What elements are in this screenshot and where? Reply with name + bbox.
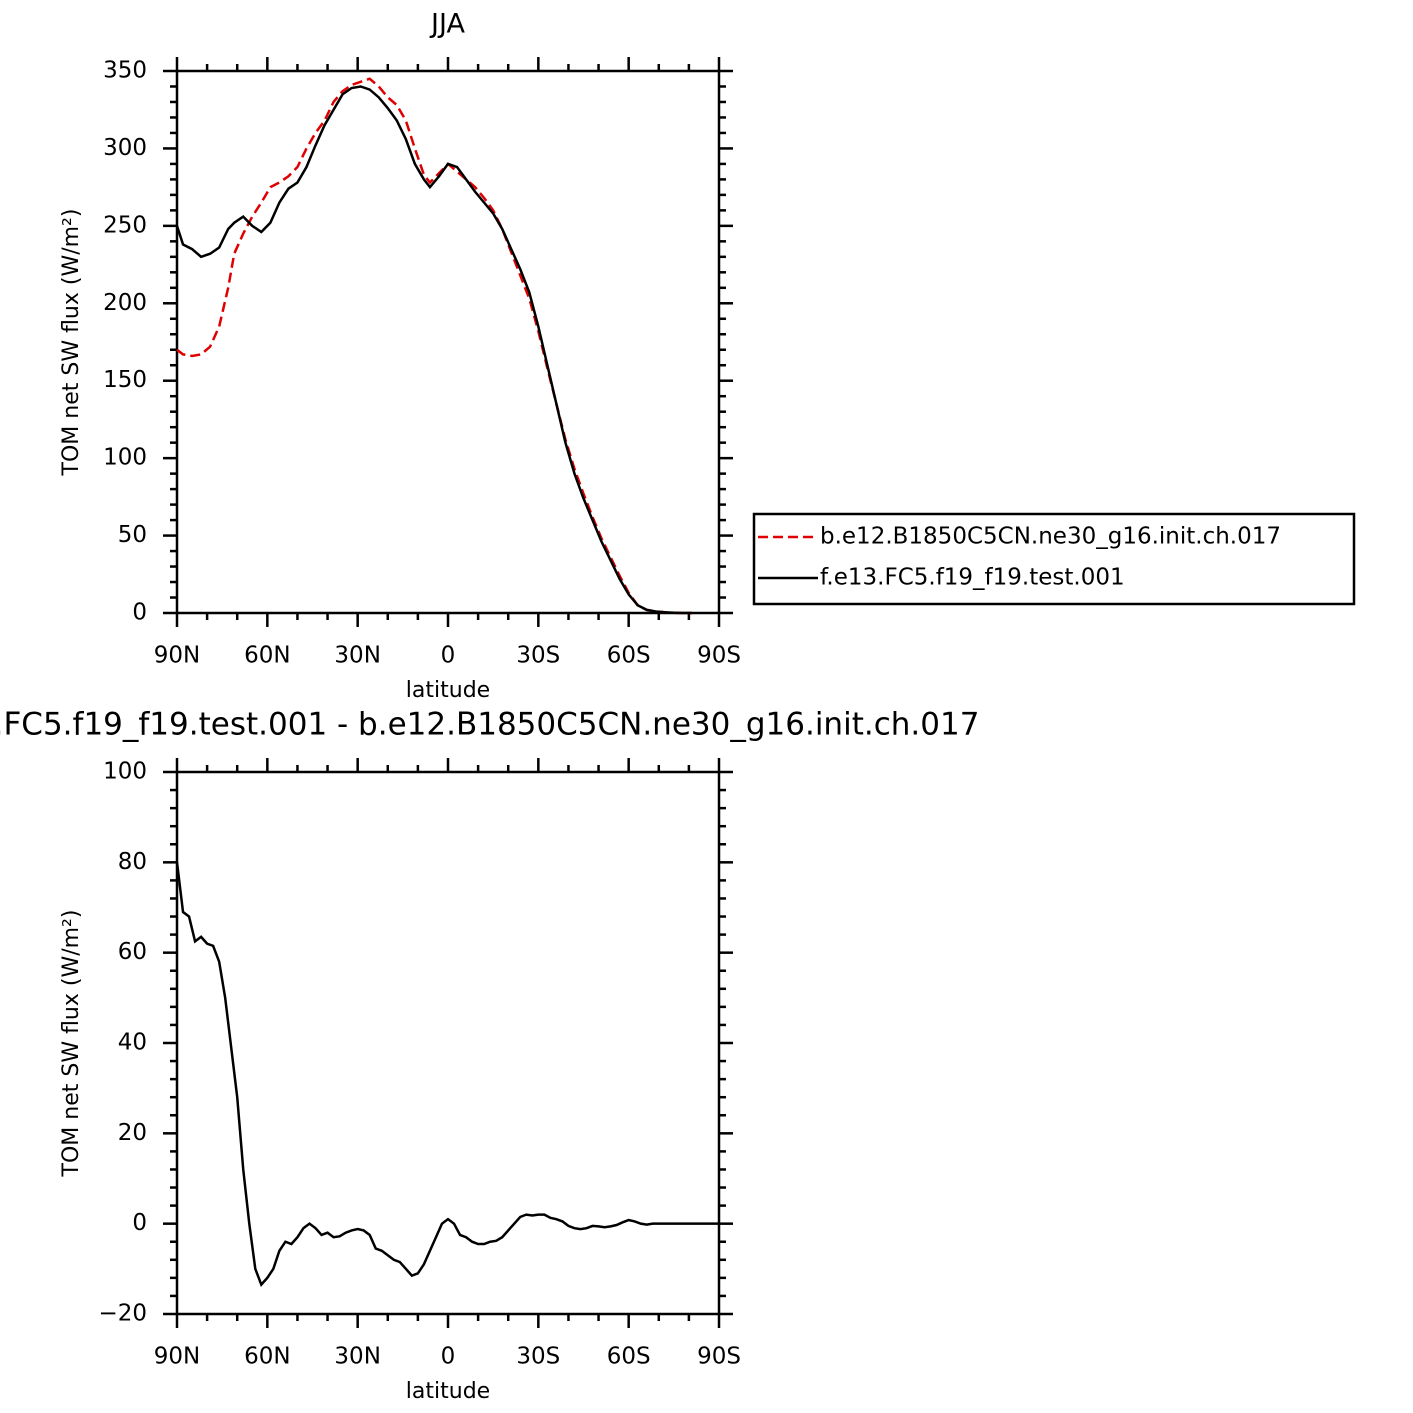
- data-line: [175, 85, 692, 615]
- plot-frame: [175, 69, 721, 615]
- y-tick-label: 80: [118, 849, 147, 875]
- x-tick-label: 90S: [697, 643, 741, 669]
- x-tick-label: 60S: [607, 643, 651, 669]
- legend-label: f.e13.FC5.f19_f19.test.001: [820, 565, 1125, 591]
- y-axis-label: TOM net SW flux (W/m²): [59, 910, 84, 1178]
- x-tick-label: 90N: [154, 1344, 200, 1370]
- x-tick-label: 30N: [334, 643, 380, 669]
- x-tick-label: 90N: [154, 643, 200, 669]
- x-axis-label: latitude: [406, 1379, 490, 1404]
- y-axis-label: TOM net SW flux (W/m²): [59, 209, 84, 477]
- y-tick-label: 0: [132, 600, 147, 626]
- x-tick-label: 60N: [244, 643, 290, 669]
- x-tick-label: 60S: [607, 1344, 651, 1370]
- chart-title: JJA: [429, 9, 465, 40]
- chart-title: f.e13.FC5.f19_f19.test.001 - b.e12.B1850…: [0, 707, 979, 743]
- data-line: [176, 77, 692, 615]
- x-tick-label: 90S: [697, 1344, 741, 1370]
- y-tick-label: 0: [132, 1210, 147, 1236]
- y-tick-label: 100: [103, 759, 147, 785]
- y-tick-label: 200: [103, 290, 147, 316]
- x-tick-label: 0: [441, 643, 456, 669]
- plot-frame: [175, 770, 721, 1316]
- legend-label: b.e12.B1850C5CN.ne30_g16.init.ch.017: [820, 524, 1281, 550]
- y-tick-label: 60: [118, 939, 147, 965]
- x-axis-label: latitude: [406, 678, 490, 703]
- x-tick-label: 30S: [516, 643, 560, 669]
- y-tick-label: 350: [103, 58, 147, 84]
- y-tick-label: 300: [103, 135, 147, 161]
- y-tick-label: 100: [103, 445, 147, 471]
- y-tick-label: 40: [118, 1030, 147, 1056]
- y-tick-label: −20: [98, 1301, 147, 1327]
- x-tick-label: 30S: [516, 1344, 560, 1370]
- y-tick-label: 150: [103, 367, 147, 393]
- data-line: [175, 862, 719, 1288]
- y-tick-label: 250: [103, 212, 147, 238]
- y-tick-label: 20: [118, 1120, 147, 1146]
- y-tick-label: 50: [118, 522, 147, 548]
- x-tick-label: 30N: [334, 1344, 380, 1370]
- x-tick-label: 60N: [244, 1344, 290, 1370]
- x-tick-label: 0: [441, 1344, 456, 1370]
- legend-box: [752, 512, 1356, 606]
